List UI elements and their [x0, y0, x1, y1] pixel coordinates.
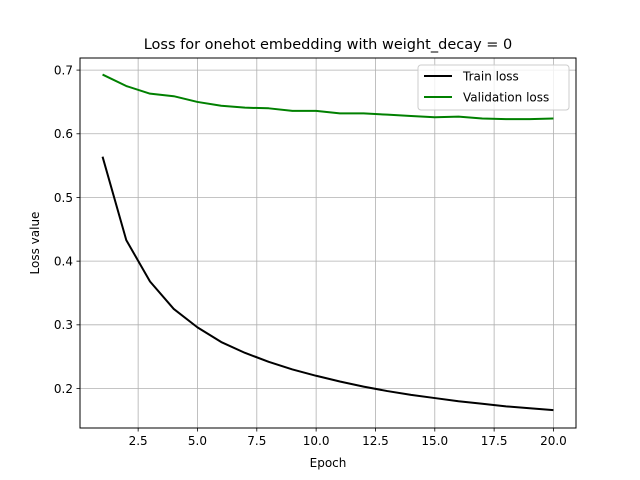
- y-tick-label: 0.6: [54, 127, 73, 141]
- y-axis: 0.2 0.3 0.4 0.5 0.6 0.7: [54, 63, 80, 396]
- legend: Train loss Validation loss: [417, 64, 570, 111]
- y-tick-label: 0.4: [54, 254, 73, 268]
- x-tick-label: 7.5: [247, 434, 266, 448]
- x-axis-label: Epoch: [310, 456, 347, 470]
- x-tick-label: 12.5: [362, 434, 389, 448]
- y-tick-label: 0.2: [54, 382, 73, 396]
- x-tick-label: 20.0: [540, 434, 567, 448]
- series-line-0: [101, 156, 554, 412]
- x-tick-label: 17.5: [481, 434, 508, 448]
- x-tick-label: 2.5: [129, 434, 148, 448]
- x-tick-label: 10.0: [303, 434, 330, 448]
- x-tick-label: 15.0: [421, 434, 448, 448]
- plot-area: [80, 58, 576, 428]
- y-tick-label: 0.7: [54, 63, 73, 77]
- series-line-1: [102, 73, 554, 121]
- plot-frame: [79, 57, 577, 429]
- legend-label: Validation loss: [463, 90, 549, 104]
- y-axis-label: Loss value: [28, 212, 42, 275]
- legend-box: [417, 64, 570, 111]
- chart-title: Loss for onehot embedding with weight_de…: [144, 37, 513, 53]
- series-lines: [101, 73, 554, 412]
- y-tick-label: 0.5: [54, 191, 73, 205]
- x-tick-label: 5.0: [188, 434, 207, 448]
- x-axis: 2.5 5.0 7.5 10.0 12.5 15.0 17.5 20.0: [129, 428, 567, 448]
- y-tick-label: 0.3: [54, 318, 73, 332]
- grid-lines: [80, 58, 576, 428]
- legend-label: Train loss: [462, 69, 519, 83]
